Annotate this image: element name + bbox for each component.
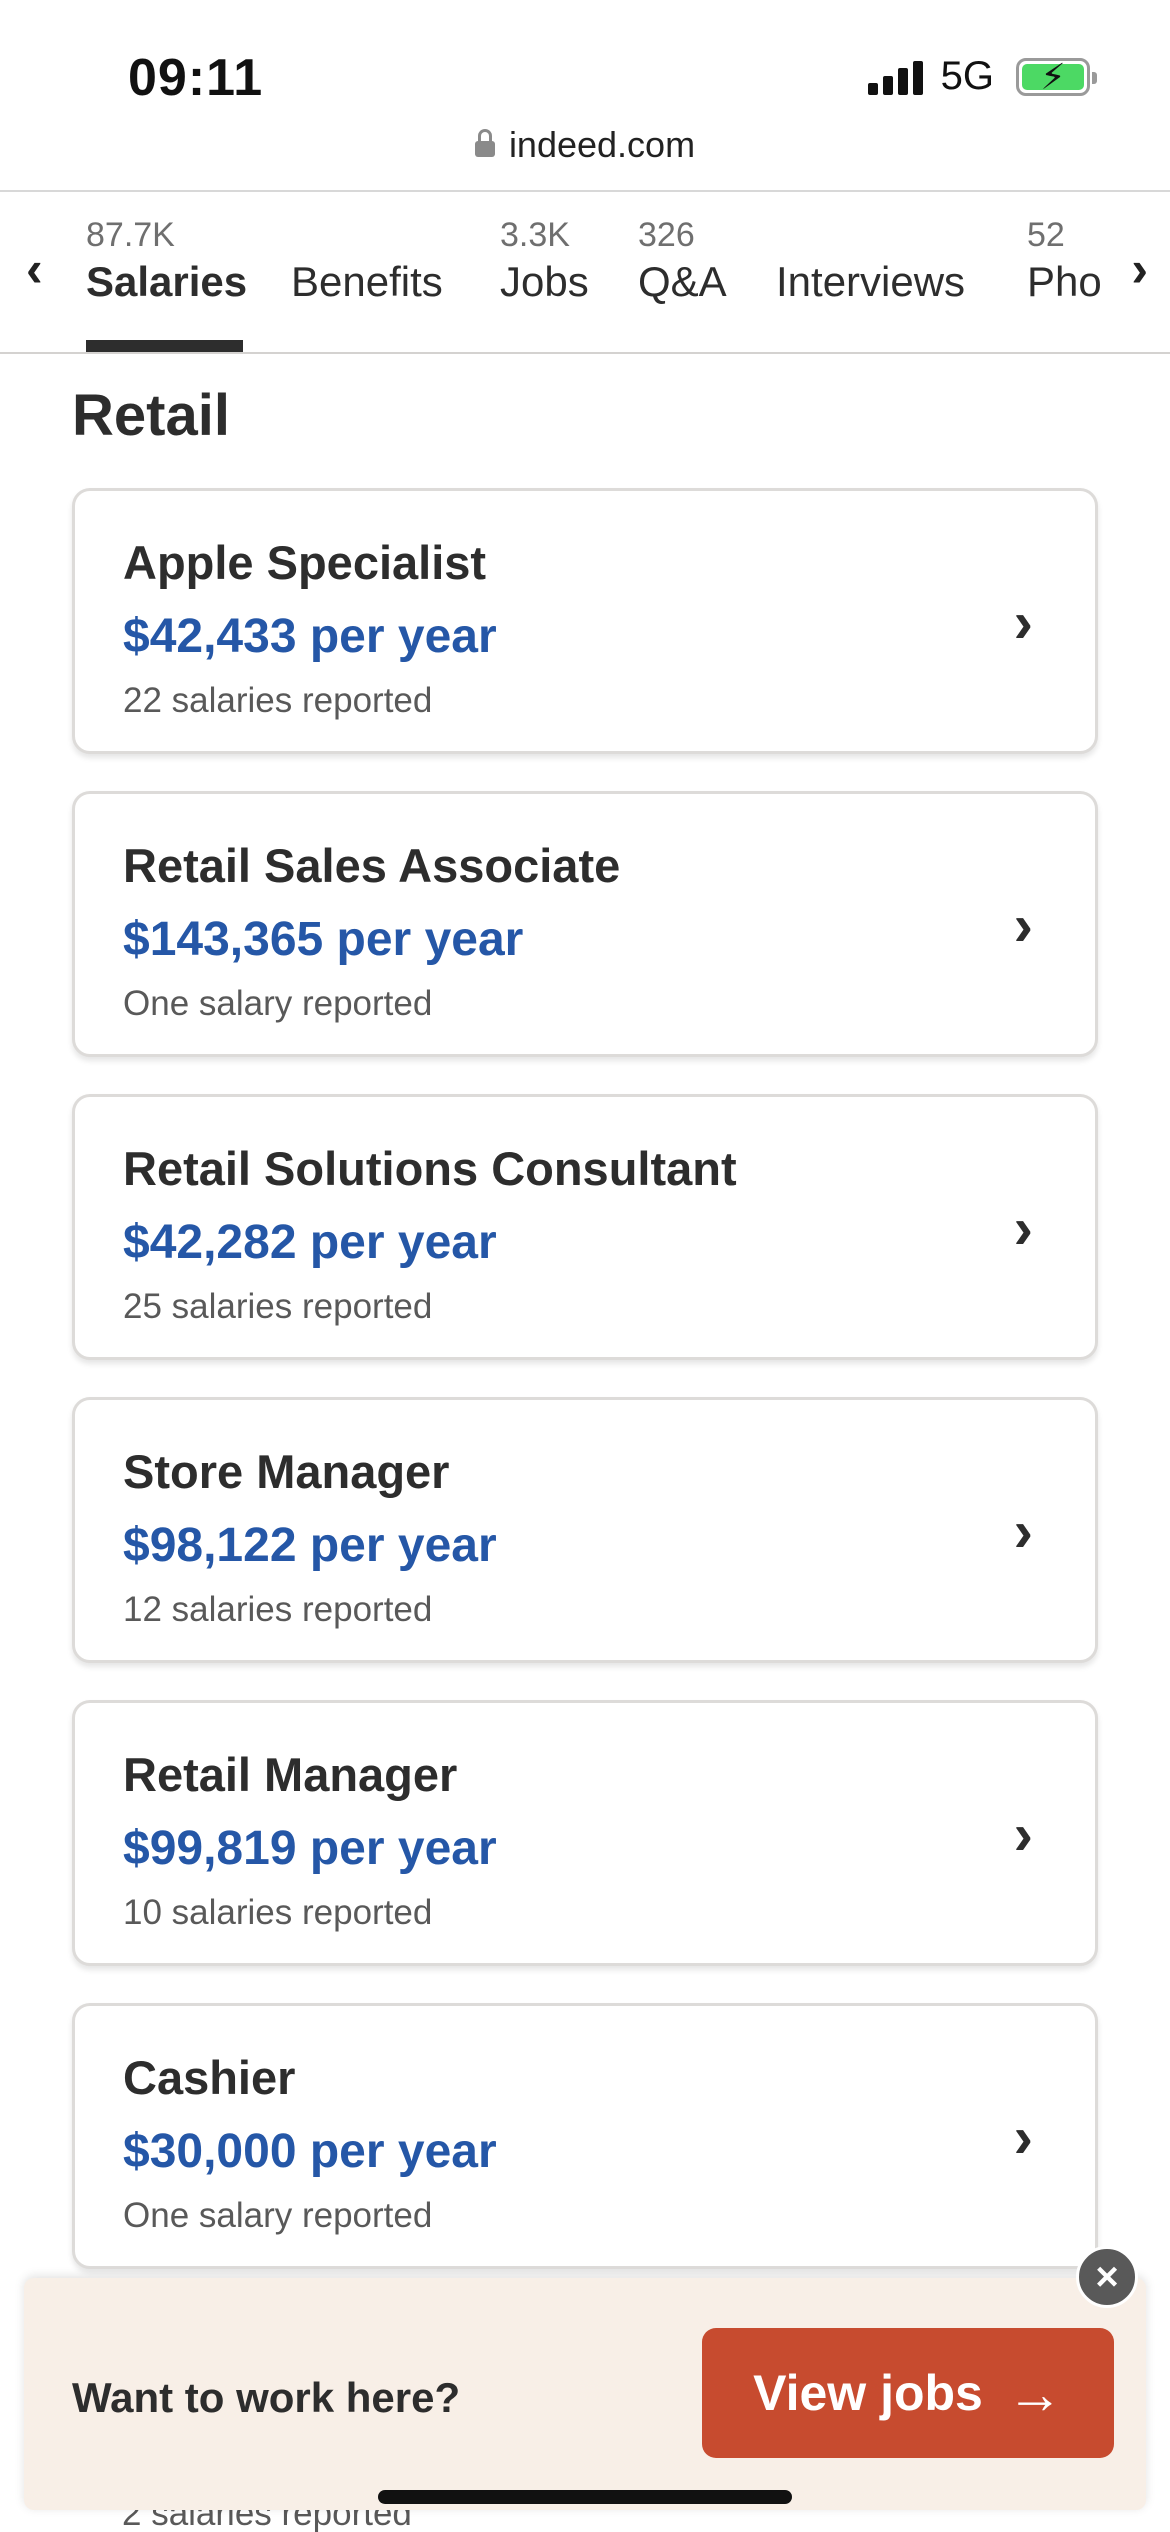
active-tab-indicator (86, 340, 243, 352)
charging-bolt-icon: ⚡ (1040, 55, 1066, 97)
salary-count: 12 salaries reported (123, 1590, 433, 1629)
banner-text: Want to work here? (72, 2374, 461, 2421)
tab-count: 3.3K (500, 216, 570, 254)
company-tabs: ‹ 87.7K Salaries Benefits 3.3K Jobs 326 … (0, 192, 1170, 354)
job-salary-card[interactable]: Store Manager $98,122 per year 12 salari… (72, 1397, 1098, 1663)
job-salary-card[interactable]: Cashier $30,000 per year One salary repo… (72, 2003, 1098, 2269)
salary-count: 22 salaries reported (123, 681, 433, 720)
chevron-right-icon: › (1013, 2105, 1033, 2170)
address-bar[interactable]: indeed.com (0, 124, 1170, 166)
job-salary: $42,282 per year (123, 1216, 497, 1269)
chevron-right-icon: › (1013, 1802, 1033, 1867)
job-salary: $42,433 per year (123, 610, 497, 663)
work-here-banner: Want to work here? View jobs → (24, 2278, 1146, 2510)
tab-count (291, 216, 443, 258)
tab-count: 326 (638, 216, 695, 254)
job-salary-card[interactable]: Retail Manager $99,819 per year 10 salar… (72, 1700, 1098, 1966)
job-title: Cashier (123, 2051, 296, 2104)
tab-jobs[interactable]: 3.3K Jobs (500, 216, 589, 306)
tab-count (776, 216, 965, 258)
network-type: 5G (940, 54, 994, 98)
signal-icon (867, 59, 923, 95)
button-label: View jobs (753, 2365, 983, 2421)
job-title: Store Manager (123, 1445, 450, 1498)
chevron-left-icon[interactable]: ‹ (26, 241, 43, 297)
chevron-right-icon[interactable]: › (1131, 241, 1148, 297)
job-salary-card[interactable]: Apple Specialist $42,433 per year 22 sal… (72, 488, 1098, 754)
lock-icon (474, 129, 495, 157)
salary-count: 10 salaries reported (123, 1893, 433, 1932)
tab-interviews[interactable]: Interviews (776, 216, 965, 306)
close-icon[interactable]: × (1076, 2246, 1138, 2308)
salary-count: One salary reported (123, 2196, 433, 2235)
chevron-right-icon: › (1013, 590, 1033, 655)
job-salary-card[interactable]: Retail Solutions Consultant $42,282 per … (72, 1094, 1098, 1360)
tab-photos[interactable]: 52 Pho (1027, 216, 1107, 306)
tab-qa[interactable]: 326 Q&A (638, 216, 727, 306)
job-salary: $143,365 per year (123, 913, 524, 966)
tab-label: Pho (1027, 258, 1102, 305)
status-indicators: 5G ⚡ (867, 54, 1097, 99)
home-indicator (378, 2490, 792, 2504)
tab-label: Salaries (86, 258, 248, 305)
tab-label: Benefits (291, 258, 443, 305)
battery-icon: ⚡ (1016, 55, 1097, 97)
job-title: Apple Specialist (123, 536, 487, 589)
tab-count: 52 (1027, 216, 1065, 254)
tab-label: Interviews (776, 258, 966, 305)
chevron-right-icon: › (1013, 893, 1033, 958)
salary-count: 25 salaries reported (123, 1287, 433, 1326)
tab-benefits[interactable]: Benefits (291, 216, 443, 306)
view-jobs-button[interactable]: View jobs → (702, 2328, 1114, 2458)
url-text: indeed.com (508, 124, 696, 165)
chevron-right-icon: › (1013, 1499, 1033, 1564)
job-salary: $30,000 per year (123, 2125, 497, 2178)
chevron-right-icon: › (1013, 1196, 1033, 1261)
tab-salaries[interactable]: 87.7K Salaries (86, 216, 247, 306)
tab-count: 87.7K (86, 216, 175, 254)
tab-label: Jobs (500, 258, 589, 305)
job-salary: $98,122 per year (123, 1519, 497, 1572)
job-title: Retail Manager (123, 1748, 458, 1801)
job-salary-card[interactable]: Retail Sales Associate $143,365 per year… (72, 791, 1098, 1057)
job-title: Retail Solutions Consultant (123, 1142, 737, 1195)
job-salary: $99,819 per year (123, 1822, 497, 1875)
status-time: 09:11 (128, 49, 264, 107)
job-title: Retail Sales Associate (123, 839, 621, 892)
tab-label: Q&A (638, 258, 727, 305)
arrow-right-icon: → (1006, 2361, 1063, 2425)
section-title: Retail (72, 383, 230, 448)
divider (0, 190, 1170, 192)
salary-count: One salary reported (123, 984, 433, 1023)
